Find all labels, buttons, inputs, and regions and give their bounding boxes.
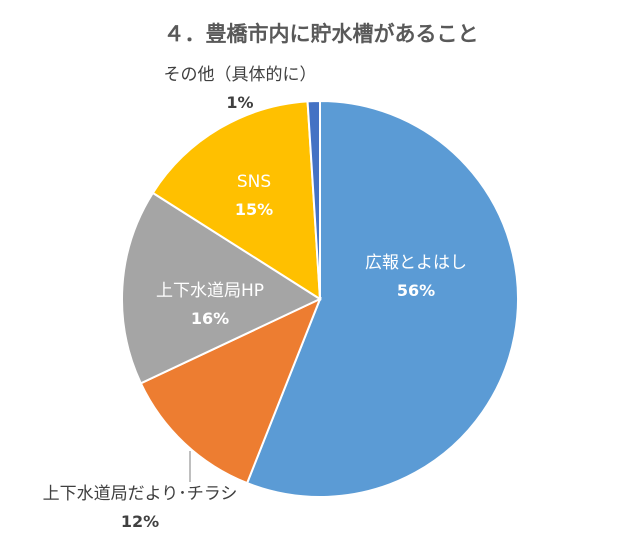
pie-slice [139, 297, 322, 485]
slice-percent-label: 16% [191, 309, 229, 328]
slice-category-label: SNS [237, 172, 271, 192]
pie-slices [121, 99, 519, 498]
pie-slice [151, 100, 322, 301]
pie-slice [121, 191, 323, 385]
chart-title: ４．豊橋市内に貯水槽があること [164, 22, 479, 46]
pie-slice [306, 99, 321, 300]
slice-percent-label: 1% [226, 93, 253, 112]
slice-category-label: その他（具体的に） [164, 65, 317, 85]
slice-percent-label: 12% [121, 512, 159, 531]
slice-category-label: 上下水道局HP [156, 281, 264, 301]
pie-slice [245, 99, 519, 498]
slice-category-label: 上下水道局だより･チラシ [43, 484, 238, 504]
slice-category-label: 広報とよはし [365, 253, 467, 273]
slice-percent-label: 56% [397, 281, 435, 300]
slice-percent-label: 15% [235, 200, 273, 219]
slice-labels: 広報とよはし 56% 上下水道局だより･チラシ 12% 上下水道局HP 16% SNS 15%… [43, 65, 467, 531]
